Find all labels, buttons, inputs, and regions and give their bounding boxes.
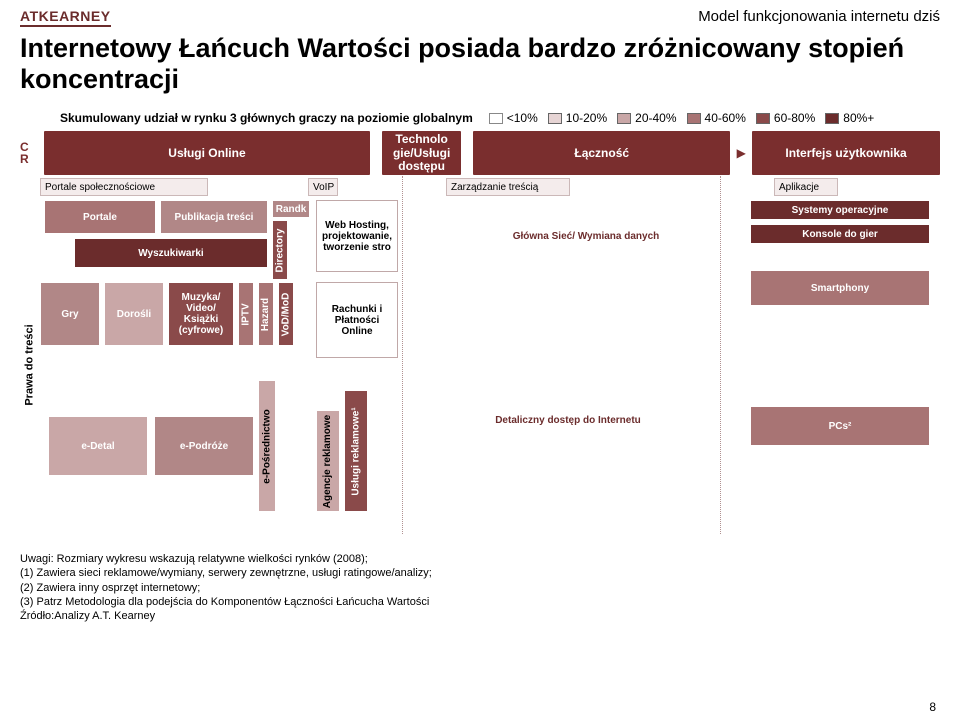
block-detal: Detaliczny dostęp do Internetu — [420, 400, 716, 440]
hdr-interfejs: Interfejs użytkownika — [752, 131, 940, 175]
block-edetal: e-Detal — [48, 416, 148, 476]
page-title: Internetowy Łańcuch Wartości posiada bar… — [20, 33, 940, 95]
sub-voip: VoIP — [308, 178, 338, 196]
block-publikacja: Publikacja treści — [160, 200, 268, 234]
arrow-icon: ▶ — [734, 131, 748, 175]
footnote-line: Źródło:Analizy A.T. Kearney — [20, 609, 940, 623]
vertical-separator — [720, 176, 721, 534]
sub-zarzadzanie: Zarządzanie treścią — [446, 178, 570, 196]
cr-label: C R — [20, 131, 40, 175]
block-gry: Gry — [40, 282, 100, 346]
block-konsole: Konsole do gier — [750, 224, 930, 244]
block-eposr: e-Pośrednictwo — [258, 380, 276, 512]
model-label: Model funkcjonowania internetu dziś — [698, 8, 940, 25]
logo: ATKEARNEY — [20, 8, 111, 27]
block-epodroze: e-Podróże — [154, 416, 254, 476]
block-smart: Smartphony — [750, 270, 930, 306]
block-pcs: PCs² — [750, 406, 930, 446]
block-agencje: Agencje reklamowe — [316, 410, 340, 512]
footnote-line: (3) Patrz Metodologia dla podejścia do K… — [20, 595, 940, 609]
block-dorosli: Dorośli — [104, 282, 164, 346]
block-portale: Portale — [44, 200, 156, 234]
footnote-line: Uwagi: Rozmiary wykresu wskazują relatyw… — [20, 552, 940, 566]
legend-item: 20-40% — [617, 111, 676, 125]
sub-portale: Portale społecznościowe — [40, 178, 208, 196]
block-wyszuk: Wyszukiwarki — [74, 238, 268, 268]
footnote-line: (1) Zawiera sieci reklamowe/wymiany, ser… — [20, 566, 940, 580]
hdr-lacznosc: Łączność — [473, 131, 730, 175]
block-iptv: IPTV — [238, 282, 254, 346]
hdr-uslugi: Usługi Online — [44, 131, 370, 175]
block-rachunki: Rachunki i Płatności Online — [316, 282, 398, 358]
legend-item: 40-60% — [687, 111, 746, 125]
page-number: 8 — [929, 700, 936, 714]
legend-item: <10% — [489, 111, 538, 125]
block-vod: VoD/MoD — [278, 282, 294, 346]
legend-item: 60-80% — [756, 111, 815, 125]
block-sysop: Systemy operacyjne — [750, 200, 930, 220]
block-hazard: Hazard — [258, 282, 274, 346]
vertical-separator — [402, 176, 403, 534]
legend-item: 10-20% — [548, 111, 607, 125]
footnotes: Uwagi: Rozmiary wykresu wskazują relatyw… — [20, 552, 940, 623]
footnote-line: (2) Zawiera inny osprzęt internetowy; — [20, 581, 940, 595]
block-uslrekl: Usługi reklamowe¹ — [344, 390, 368, 512]
grid-wrap: PortalePublikacja treściRandk Wyszukiwark… — [40, 200, 940, 530]
diagram-area: Prawa do treści PortalePublikacja treści… — [20, 200, 940, 530]
sub-row: Portale społecznościowe VoIP Zarządzanie… — [20, 178, 940, 196]
legend-row: Skumulowany udział w rynku 3 głównych gr… — [20, 111, 940, 125]
block-directory: Directory — [272, 220, 288, 280]
block-siec: Główna Sieć/ Wymiana danych — [458, 204, 714, 268]
sub-aplikacje: Aplikacje — [774, 178, 838, 196]
hdr-technologie: Technolo gie/Usługi dostępu — [382, 131, 461, 175]
block-randk: Randk — [272, 200, 310, 218]
header-row: C R Usługi Online Technolo gie/Usługi do… — [20, 131, 940, 175]
legend-item: 80%+ — [825, 111, 874, 125]
side-label: Prawa do treści — [20, 200, 40, 530]
legend-label: Skumulowany udział w rynku 3 głównych gr… — [60, 111, 473, 125]
block-muzyka: Muzyka/ Video/ Książki (cyfrowe) — [168, 282, 234, 346]
block-webhost: Web Hosting, projektowanie, tworzenie st… — [316, 200, 398, 272]
